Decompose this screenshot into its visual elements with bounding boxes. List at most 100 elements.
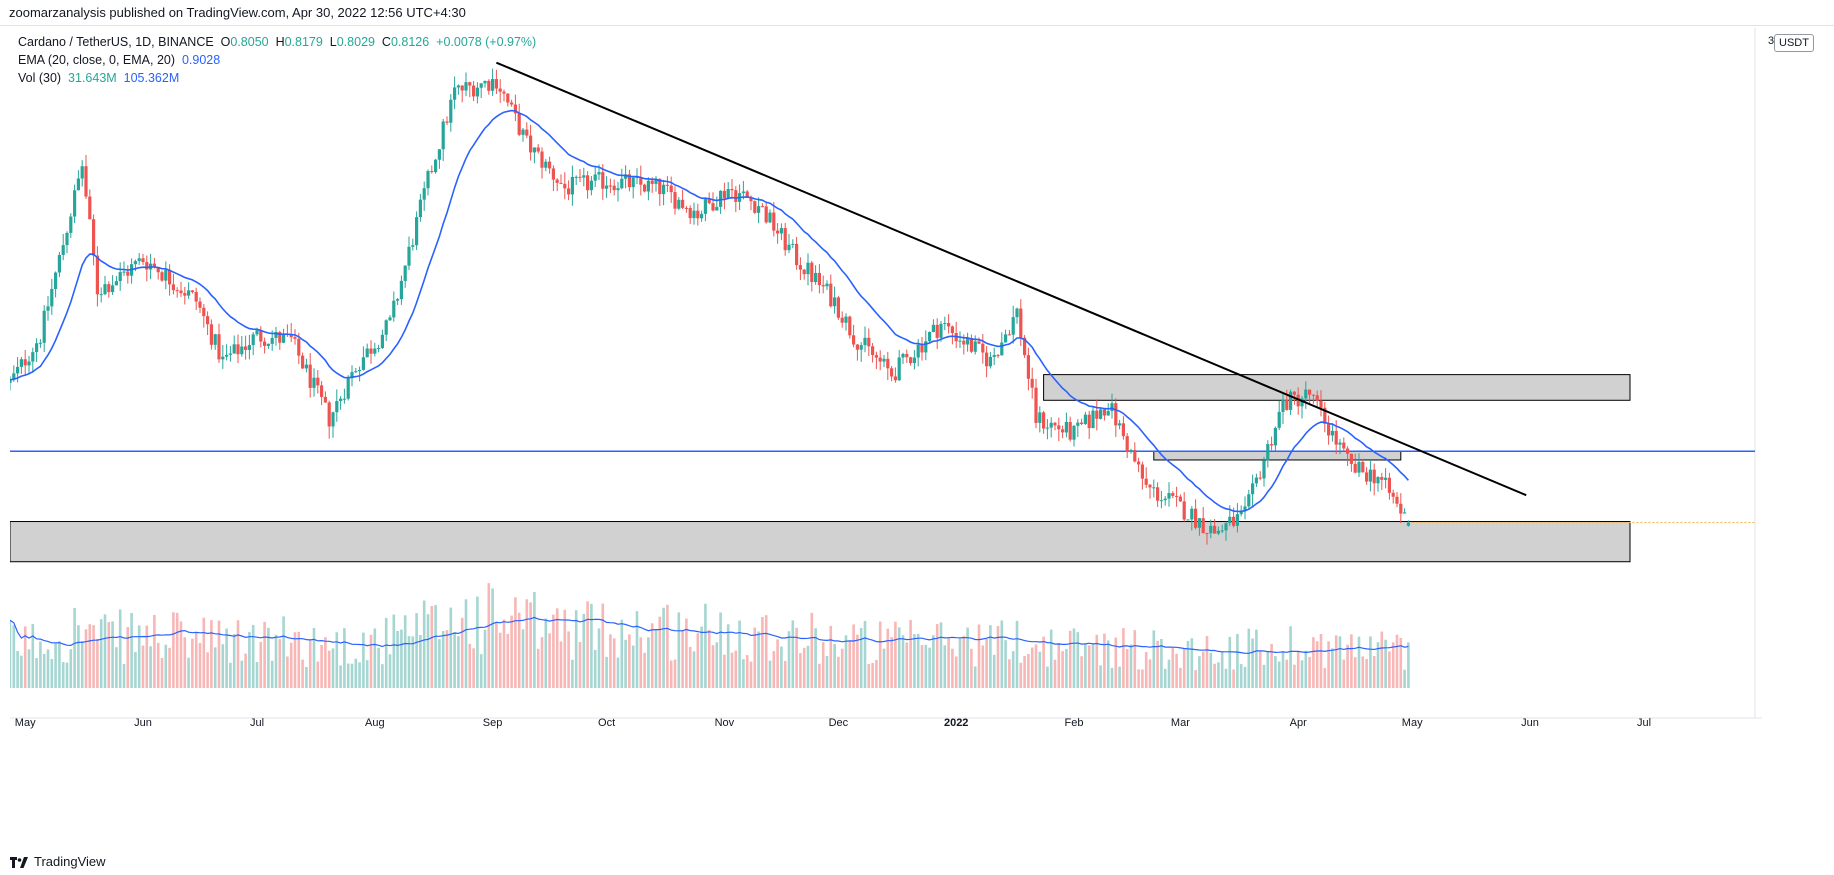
candle-body[interactable] [297,338,301,356]
candle-body[interactable] [118,272,122,282]
zone-rect[interactable] [1153,450,1402,461]
candle-body[interactable] [350,372,354,379]
candle-body[interactable] [278,332,282,343]
candle-body[interactable] [1323,407,1327,424]
candle-body[interactable] [966,337,970,345]
candle-body[interactable] [103,284,107,295]
candle-body[interactable] [806,262,810,275]
candle-body[interactable] [31,352,35,362]
candle-body[interactable] [939,323,943,338]
candle-body[interactable] [384,320,388,335]
candle-body[interactable] [639,177,643,185]
candle-body[interactable] [1171,493,1175,496]
candle-body[interactable] [1197,518,1201,528]
candle-body[interactable] [426,171,430,189]
candle-body[interactable] [867,337,871,347]
legend-vol-row[interactable]: Vol (30) 31.643M 105.362M [18,69,536,87]
candle-body[interactable] [1228,516,1232,524]
candle-body[interactable] [1137,461,1141,465]
candle-body[interactable] [202,307,206,317]
candle-body[interactable] [1034,387,1038,423]
candle-body[interactable] [468,82,472,86]
candle-body[interactable] [1133,450,1137,462]
candle-body[interactable] [985,352,989,367]
candle-body[interactable] [327,402,331,427]
candle-body[interactable] [175,290,179,292]
candle-body[interactable] [1357,461,1361,473]
candle-body[interactable] [1247,494,1251,507]
candle-body[interactable] [601,172,605,189]
candle-body[interactable] [1068,421,1072,440]
candle-body[interactable] [335,400,339,413]
candle-body[interactable] [677,199,681,209]
candle-body[interactable] [510,102,514,105]
candle-body[interactable] [703,199,707,214]
candle-body[interactable] [1315,395,1319,401]
candle-body[interactable] [1167,493,1171,499]
zone-rect[interactable] [10,521,1631,563]
candle-body[interactable] [798,265,802,270]
candle-body[interactable] [1216,530,1220,534]
candle-body[interactable] [1334,430,1338,445]
candle-body[interactable] [274,332,278,338]
candle-body[interactable] [111,285,115,293]
candle-body[interactable] [145,262,149,270]
candle-body[interactable] [107,284,111,293]
candle-body[interactable] [369,348,373,354]
candle-body[interactable] [1292,391,1296,395]
candle-body[interactable] [19,359,23,367]
candle-body[interactable] [282,333,286,343]
candle-body[interactable] [996,355,1000,357]
candle-body[interactable] [171,284,175,291]
candle-body[interactable] [1281,399,1285,412]
candle-body[interactable] [548,161,552,169]
candle-body[interactable] [1209,525,1213,534]
candle-body[interactable] [692,210,696,219]
candle-body[interactable] [1019,308,1023,338]
candle-body[interactable] [1346,448,1350,454]
candle-body[interactable] [1327,423,1331,436]
candle-body[interactable] [1262,460,1266,479]
candle-body[interactable] [787,244,791,251]
candle-body[interactable] [1368,469,1372,482]
candle-body[interactable] [958,340,962,342]
candle-body[interactable] [61,245,65,255]
candle-body[interactable] [38,342,42,344]
candle-body[interactable] [525,129,529,136]
candle-body[interactable] [730,189,734,191]
chart-area[interactable]: 3.00002.70002.40002.20002.00001.80001.60… [10,28,1762,818]
candle-body[interactable] [852,335,856,345]
legend-ema-row[interactable]: EMA (20, close, 0, EMA, 20) 0.9028 [18,51,536,69]
candle-body[interactable] [605,185,609,189]
candle-body[interactable] [179,290,183,294]
candle-body[interactable] [817,272,821,286]
candle-body[interactable] [232,344,236,354]
candle-body[interactable] [247,345,251,350]
candle-body[interactable] [757,206,761,213]
candle-body[interactable] [1372,469,1376,484]
candle-body[interactable] [358,369,362,372]
candle-body[interactable] [760,206,764,208]
candle-body[interactable] [399,280,403,300]
candle-body[interactable] [1330,430,1334,436]
candle-body[interactable] [624,174,628,179]
candle-body[interactable] [388,317,392,321]
candle-body[interactable] [764,206,768,223]
candle-body[interactable] [589,180,593,191]
candle-body[interactable] [206,316,210,325]
candle-body[interactable] [1270,444,1274,446]
candle-body[interactable] [1319,400,1323,408]
candle-body[interactable] [304,364,308,369]
candle-body[interactable] [1099,409,1103,419]
candle-body[interactable] [1144,478,1148,485]
candle-body[interactable] [1148,484,1152,488]
candle-body[interactable] [10,379,12,383]
candle-body[interactable] [244,346,248,350]
candle-body[interactable] [65,232,69,246]
candle-body[interactable] [88,196,92,220]
candle-body[interactable] [555,179,559,183]
candle-body[interactable] [320,385,324,397]
candle-body[interactable] [935,324,939,338]
candle-body[interactable] [483,80,487,84]
candle-body[interactable] [12,373,16,380]
